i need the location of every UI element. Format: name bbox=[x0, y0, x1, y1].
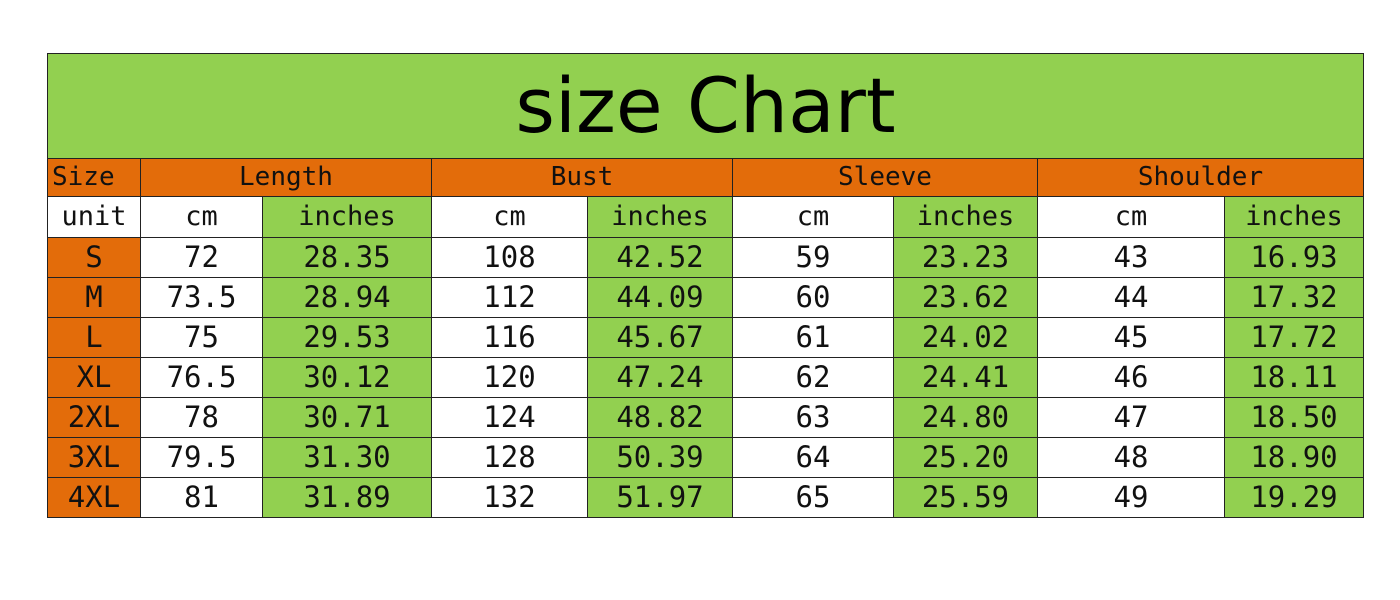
sleeve-cm-unit: cm bbox=[732, 196, 894, 238]
sleeve-cm-cell: 61 bbox=[732, 317, 894, 358]
table-row: XL 76.5 30.12 120 47.24 62 24.41 46 18.11 bbox=[47, 357, 1364, 398]
bust-inches-cell: 51.97 bbox=[587, 477, 733, 518]
length-inches-cell: 28.94 bbox=[262, 277, 432, 318]
shoulder-inches-unit: inches bbox=[1224, 196, 1364, 238]
sleeve-inches-cell: 23.23 bbox=[893, 237, 1038, 278]
sleeve-inches-unit: inches bbox=[893, 196, 1038, 238]
shoulder-inches-cell: 16.93 bbox=[1224, 237, 1364, 278]
chart-title: size Chart bbox=[47, 53, 1364, 159]
header-shoulder: Shoulder bbox=[1037, 158, 1364, 197]
bust-cm-cell: 116 bbox=[431, 317, 588, 358]
bust-cm-cell: 132 bbox=[431, 477, 588, 518]
header-bust: Bust bbox=[431, 158, 733, 197]
sleeve-cm-cell: 63 bbox=[732, 397, 894, 438]
shoulder-inches-cell: 17.72 bbox=[1224, 317, 1364, 358]
sleeve-inches-cell: 24.41 bbox=[893, 357, 1038, 398]
sleeve-inches-cell: 24.02 bbox=[893, 317, 1038, 358]
sleeve-inches-cell: 25.59 bbox=[893, 477, 1038, 518]
bust-inches-unit: inches bbox=[587, 196, 733, 238]
length-inches-cell: 31.30 bbox=[262, 437, 432, 478]
sleeve-cm-cell: 64 bbox=[732, 437, 894, 478]
length-cm-cell: 72 bbox=[140, 237, 263, 278]
shoulder-inches-cell: 19.29 bbox=[1224, 477, 1364, 518]
size-cell: M bbox=[47, 277, 141, 318]
length-cm-cell: 75 bbox=[140, 317, 263, 358]
length-cm-unit: cm bbox=[140, 196, 263, 238]
size-cell: L bbox=[47, 317, 141, 358]
sleeve-cm-cell: 62 bbox=[732, 357, 894, 398]
length-cm-cell: 78 bbox=[140, 397, 263, 438]
bust-cm-cell: 128 bbox=[431, 437, 588, 478]
length-cm-cell: 79.5 bbox=[140, 437, 263, 478]
table-row: 4XL 81 31.89 132 51.97 65 25.59 49 19.29 bbox=[47, 477, 1364, 518]
size-cell: XL bbox=[47, 357, 141, 398]
table-row: L 75 29.53 116 45.67 61 24.02 45 17.72 bbox=[47, 317, 1364, 358]
length-cm-cell: 76.5 bbox=[140, 357, 263, 398]
shoulder-cm-unit: cm bbox=[1037, 196, 1225, 238]
length-inches-cell: 31.89 bbox=[262, 477, 432, 518]
header-row: Size Length Bust Sleeve Shoulder bbox=[47, 158, 1364, 197]
table-row: 3XL 79.5 31.30 128 50.39 64 25.20 48 18.90 bbox=[47, 437, 1364, 478]
shoulder-cm-cell: 47 bbox=[1037, 397, 1225, 438]
sleeve-inches-cell: 24.80 bbox=[893, 397, 1038, 438]
size-cell: 2XL bbox=[47, 397, 141, 438]
unit-row: unit cm inches cm inches cm inches cm in… bbox=[47, 196, 1364, 238]
bust-cm-unit: cm bbox=[431, 196, 588, 238]
length-cm-cell: 73.5 bbox=[140, 277, 263, 318]
length-inches-cell: 30.12 bbox=[262, 357, 432, 398]
shoulder-cm-cell: 46 bbox=[1037, 357, 1225, 398]
length-inches-cell: 29.53 bbox=[262, 317, 432, 358]
length-inches-cell: 30.71 bbox=[262, 397, 432, 438]
table-row: 2XL 78 30.71 124 48.82 63 24.80 47 18.50 bbox=[47, 397, 1364, 438]
shoulder-inches-cell: 18.11 bbox=[1224, 357, 1364, 398]
size-cell: 3XL bbox=[47, 437, 141, 478]
header-sleeve: Sleeve bbox=[732, 158, 1038, 197]
shoulder-cm-cell: 43 bbox=[1037, 237, 1225, 278]
table-row: S 72 28.35 108 42.52 59 23.23 43 16.93 bbox=[47, 237, 1364, 278]
shoulder-cm-cell: 49 bbox=[1037, 477, 1225, 518]
shoulder-inches-cell: 17.32 bbox=[1224, 277, 1364, 318]
bust-inches-cell: 42.52 bbox=[587, 237, 733, 278]
bust-cm-cell: 124 bbox=[431, 397, 588, 438]
shoulder-inches-cell: 18.50 bbox=[1224, 397, 1364, 438]
shoulder-cm-cell: 48 bbox=[1037, 437, 1225, 478]
header-length: Length bbox=[140, 158, 432, 197]
sleeve-inches-cell: 23.62 bbox=[893, 277, 1038, 318]
header-size: Size bbox=[47, 158, 141, 197]
size-cell: S bbox=[47, 237, 141, 278]
bust-inches-cell: 50.39 bbox=[587, 437, 733, 478]
shoulder-cm-cell: 44 bbox=[1037, 277, 1225, 318]
bust-cm-cell: 108 bbox=[431, 237, 588, 278]
size-chart-table: size Chart Size Length Bust Sleeve Shoul… bbox=[47, 53, 1364, 518]
table-row: M 73.5 28.94 112 44.09 60 23.62 44 17.32 bbox=[47, 277, 1364, 318]
title-row: size Chart bbox=[47, 53, 1364, 159]
bust-inches-cell: 45.67 bbox=[587, 317, 733, 358]
unit-label: unit bbox=[47, 196, 141, 238]
length-cm-cell: 81 bbox=[140, 477, 263, 518]
shoulder-cm-cell: 45 bbox=[1037, 317, 1225, 358]
size-cell: 4XL bbox=[47, 477, 141, 518]
length-inches-unit: inches bbox=[262, 196, 432, 238]
bust-cm-cell: 120 bbox=[431, 357, 588, 398]
bust-cm-cell: 112 bbox=[431, 277, 588, 318]
sleeve-inches-cell: 25.20 bbox=[893, 437, 1038, 478]
bust-inches-cell: 48.82 bbox=[587, 397, 733, 438]
sleeve-cm-cell: 60 bbox=[732, 277, 894, 318]
sleeve-cm-cell: 65 bbox=[732, 477, 894, 518]
bust-inches-cell: 47.24 bbox=[587, 357, 733, 398]
length-inches-cell: 28.35 bbox=[262, 237, 432, 278]
sleeve-cm-cell: 59 bbox=[732, 237, 894, 278]
shoulder-inches-cell: 18.90 bbox=[1224, 437, 1364, 478]
bust-inches-cell: 44.09 bbox=[587, 277, 733, 318]
